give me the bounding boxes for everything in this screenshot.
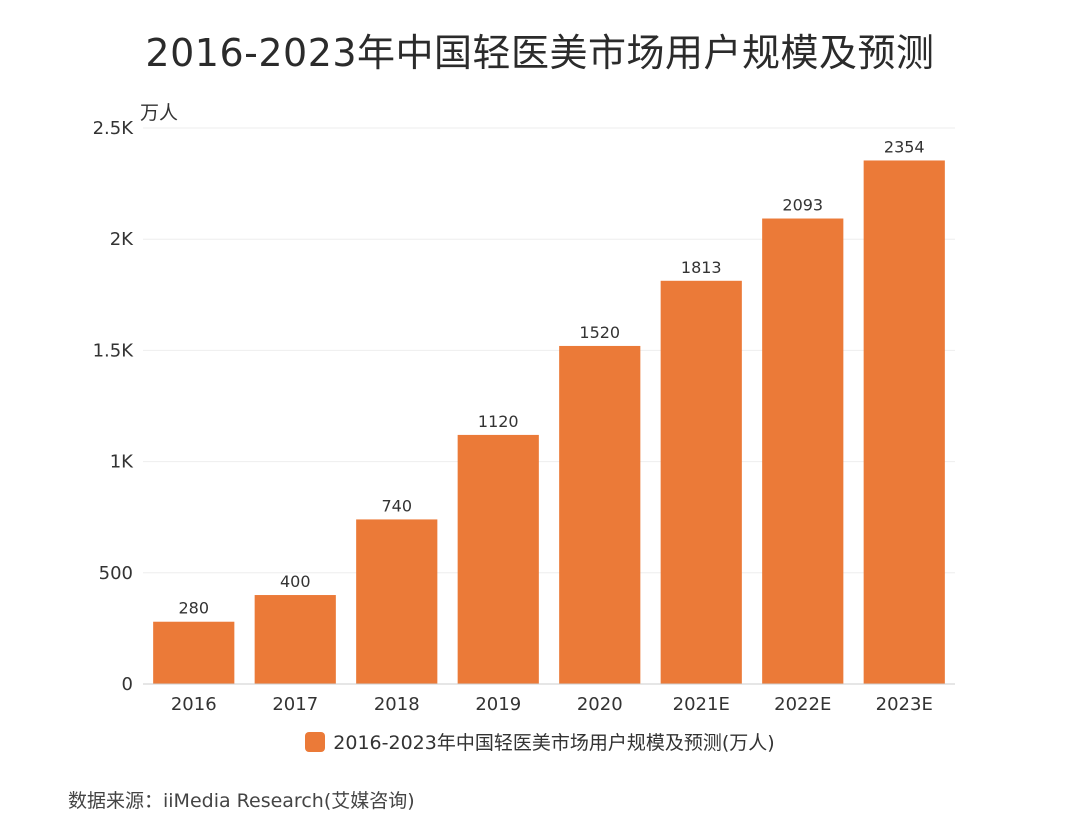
bar-2023E (863, 160, 945, 684)
y-tick-label: 1.5K (93, 340, 135, 361)
y-tick-label: 2.5K (93, 118, 135, 139)
bar-2022E (762, 218, 844, 685)
bar-value-label: 280 (178, 599, 209, 618)
bar-chart: 0 500 1K 1.5K 2K 2.5K 280 2016 400 2017 740 2018 112… (93, 118, 955, 715)
bar-value-label: 1120 (478, 412, 519, 431)
x-tick-label: 2020 (577, 694, 623, 715)
bar-2019 (457, 434, 539, 684)
bar-2020 (559, 345, 641, 684)
x-tick-label: 2018 (374, 694, 420, 715)
x-tick-label: 2016 (171, 694, 217, 715)
x-tick-label: 2023E (876, 694, 933, 715)
bar-2016 (153, 621, 235, 684)
legend-swatch (305, 731, 326, 752)
y-axis-unit-label: 万人 (140, 102, 179, 124)
bar-value-label: 400 (280, 572, 311, 591)
x-tick-label: 2019 (475, 694, 521, 715)
bar-value-label: 1520 (579, 323, 620, 342)
legend[interactable]: 2016-2023年中国轻医美市场用户规模及预测(万人) (0, 728, 1080, 755)
y-tick-label: 2K (110, 229, 134, 250)
bar-2017 (254, 595, 336, 684)
legend-label: 2016-2023年中国轻医美市场用户规模及预测(万人) (333, 732, 775, 754)
y-tick-label: 1K (110, 452, 134, 473)
bar-value-label: 740 (381, 496, 412, 515)
bar-value-label: 2354 (884, 137, 925, 156)
bar-2018 (356, 519, 438, 684)
bar-value-label: 1813 (681, 258, 722, 277)
y-tick-label: 500 (99, 563, 133, 584)
bar-2021E (660, 280, 742, 684)
bar-value-label: 2093 (782, 196, 823, 215)
x-tick-label: 2022E (774, 694, 831, 715)
x-tick-label: 2021E (673, 694, 730, 715)
y-tick-label: 0 (122, 674, 133, 695)
source-note: 数据来源：iiMedia Research(艾媒咨询) (68, 790, 415, 812)
chart-title: 2016-2023年中国轻医美市场用户规模及预测 (145, 31, 935, 75)
x-tick-label: 2017 (272, 694, 318, 715)
